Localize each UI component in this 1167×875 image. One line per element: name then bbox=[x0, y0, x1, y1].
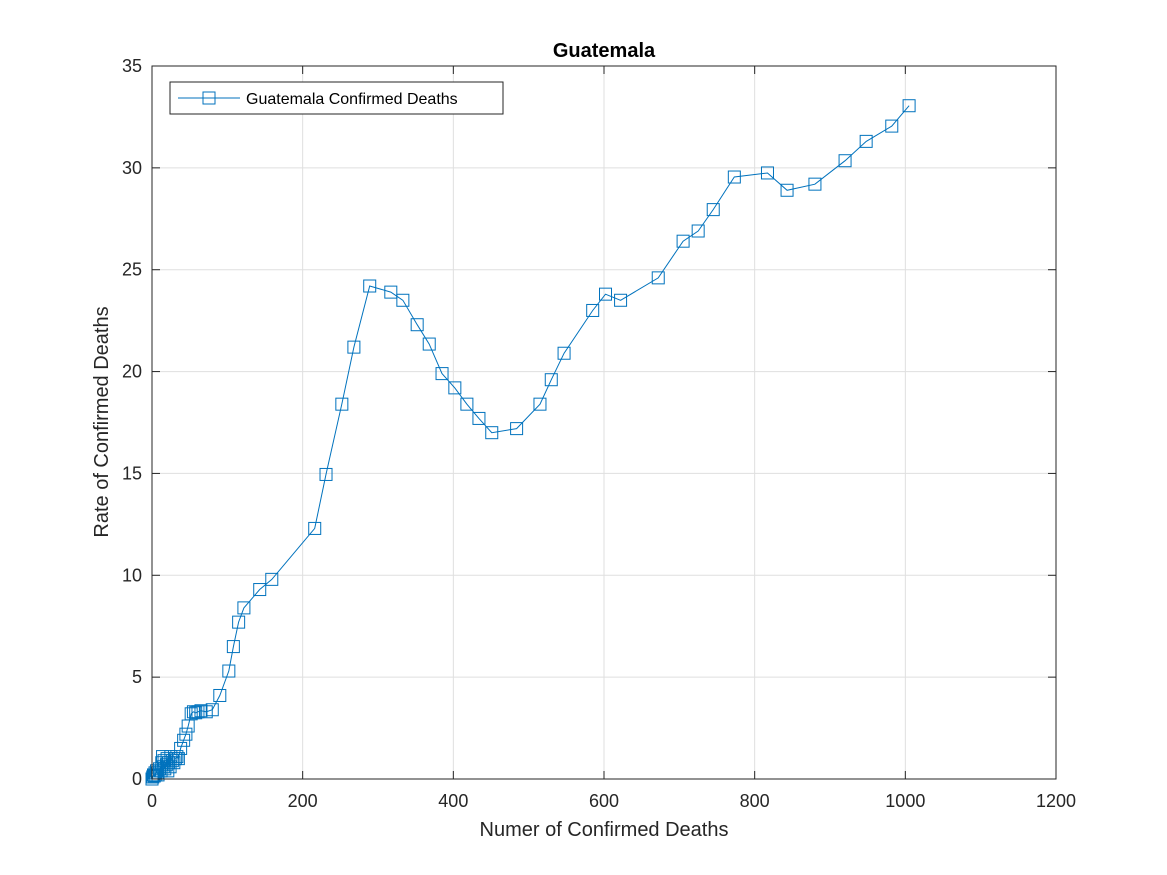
data-point bbox=[557, 346, 571, 360]
data-point bbox=[253, 583, 267, 597]
data-point bbox=[544, 373, 558, 387]
data-point bbox=[265, 572, 279, 586]
x-tick-label: 800 bbox=[740, 791, 770, 811]
data-point bbox=[448, 381, 462, 395]
x-tick-label: 400 bbox=[438, 791, 468, 811]
data-point bbox=[189, 706, 203, 720]
data-point bbox=[676, 234, 690, 248]
data-point bbox=[205, 703, 219, 717]
data-point bbox=[885, 119, 899, 133]
data-point bbox=[808, 177, 822, 191]
y-tick-label: 35 bbox=[122, 56, 142, 76]
data-point bbox=[902, 99, 916, 113]
data-point bbox=[533, 397, 547, 411]
data-point bbox=[335, 397, 349, 411]
data-point bbox=[691, 224, 705, 238]
legend-label: Guatemala Confirmed Deaths bbox=[246, 91, 458, 108]
data-point bbox=[147, 769, 161, 783]
data-point bbox=[174, 741, 188, 755]
data-point bbox=[170, 750, 184, 764]
data-point bbox=[706, 203, 720, 217]
data-point bbox=[171, 752, 185, 766]
x-tick-label: 1200 bbox=[1036, 791, 1076, 811]
x-tick-label: 1000 bbox=[885, 791, 925, 811]
data-point bbox=[384, 285, 398, 299]
data-point bbox=[308, 521, 322, 535]
data-point bbox=[232, 615, 246, 629]
y-tick-label: 25 bbox=[122, 260, 142, 280]
y-tick-label: 5 bbox=[132, 667, 142, 687]
data-point bbox=[586, 303, 600, 317]
data-point bbox=[838, 154, 852, 168]
x-tick-label: 600 bbox=[589, 791, 619, 811]
data-point bbox=[213, 688, 227, 702]
data-point bbox=[319, 467, 333, 481]
data-point bbox=[237, 601, 251, 615]
ticks: 0 200 400 600 800 1000 1200 0 5 10 15 20 25 30 35 bbox=[122, 56, 1076, 811]
data-point bbox=[859, 134, 873, 148]
y-tick-label: 15 bbox=[122, 463, 142, 483]
data-point bbox=[599, 287, 613, 301]
data-point bbox=[363, 279, 377, 293]
x-axis-label: Numer of Confirmed Deaths bbox=[480, 819, 729, 841]
data-point bbox=[727, 170, 741, 184]
data-point bbox=[194, 704, 208, 718]
data-point bbox=[485, 426, 499, 440]
data-point bbox=[396, 293, 410, 307]
data-point bbox=[472, 411, 486, 425]
data-point bbox=[179, 727, 193, 741]
data-point bbox=[651, 271, 665, 285]
legend-marker bbox=[202, 91, 216, 105]
data-point bbox=[347, 340, 361, 354]
data-point bbox=[222, 664, 236, 678]
data-point bbox=[760, 166, 774, 180]
data-point bbox=[435, 367, 449, 381]
x-tick-label: 200 bbox=[288, 791, 318, 811]
data-point bbox=[422, 337, 436, 351]
y-tick-label: 30 bbox=[122, 158, 142, 178]
y-axis-label: Rate of Confirmed Deaths bbox=[91, 306, 113, 537]
data-point bbox=[780, 183, 794, 197]
y-tick-label: 20 bbox=[122, 362, 142, 382]
data-point bbox=[184, 707, 198, 721]
y-tick-label: 10 bbox=[122, 565, 142, 585]
data-point bbox=[460, 397, 474, 411]
data-point bbox=[410, 318, 424, 332]
data-point bbox=[226, 640, 240, 654]
chart-title: Guatemala bbox=[553, 40, 656, 62]
data-point bbox=[614, 293, 628, 307]
data-point bbox=[510, 422, 524, 436]
data-point bbox=[191, 705, 205, 719]
y-tick-label: 0 bbox=[132, 769, 142, 789]
x-tick-label: 0 bbox=[147, 791, 157, 811]
legend: Guatemala Confirmed Deaths bbox=[169, 81, 504, 115]
